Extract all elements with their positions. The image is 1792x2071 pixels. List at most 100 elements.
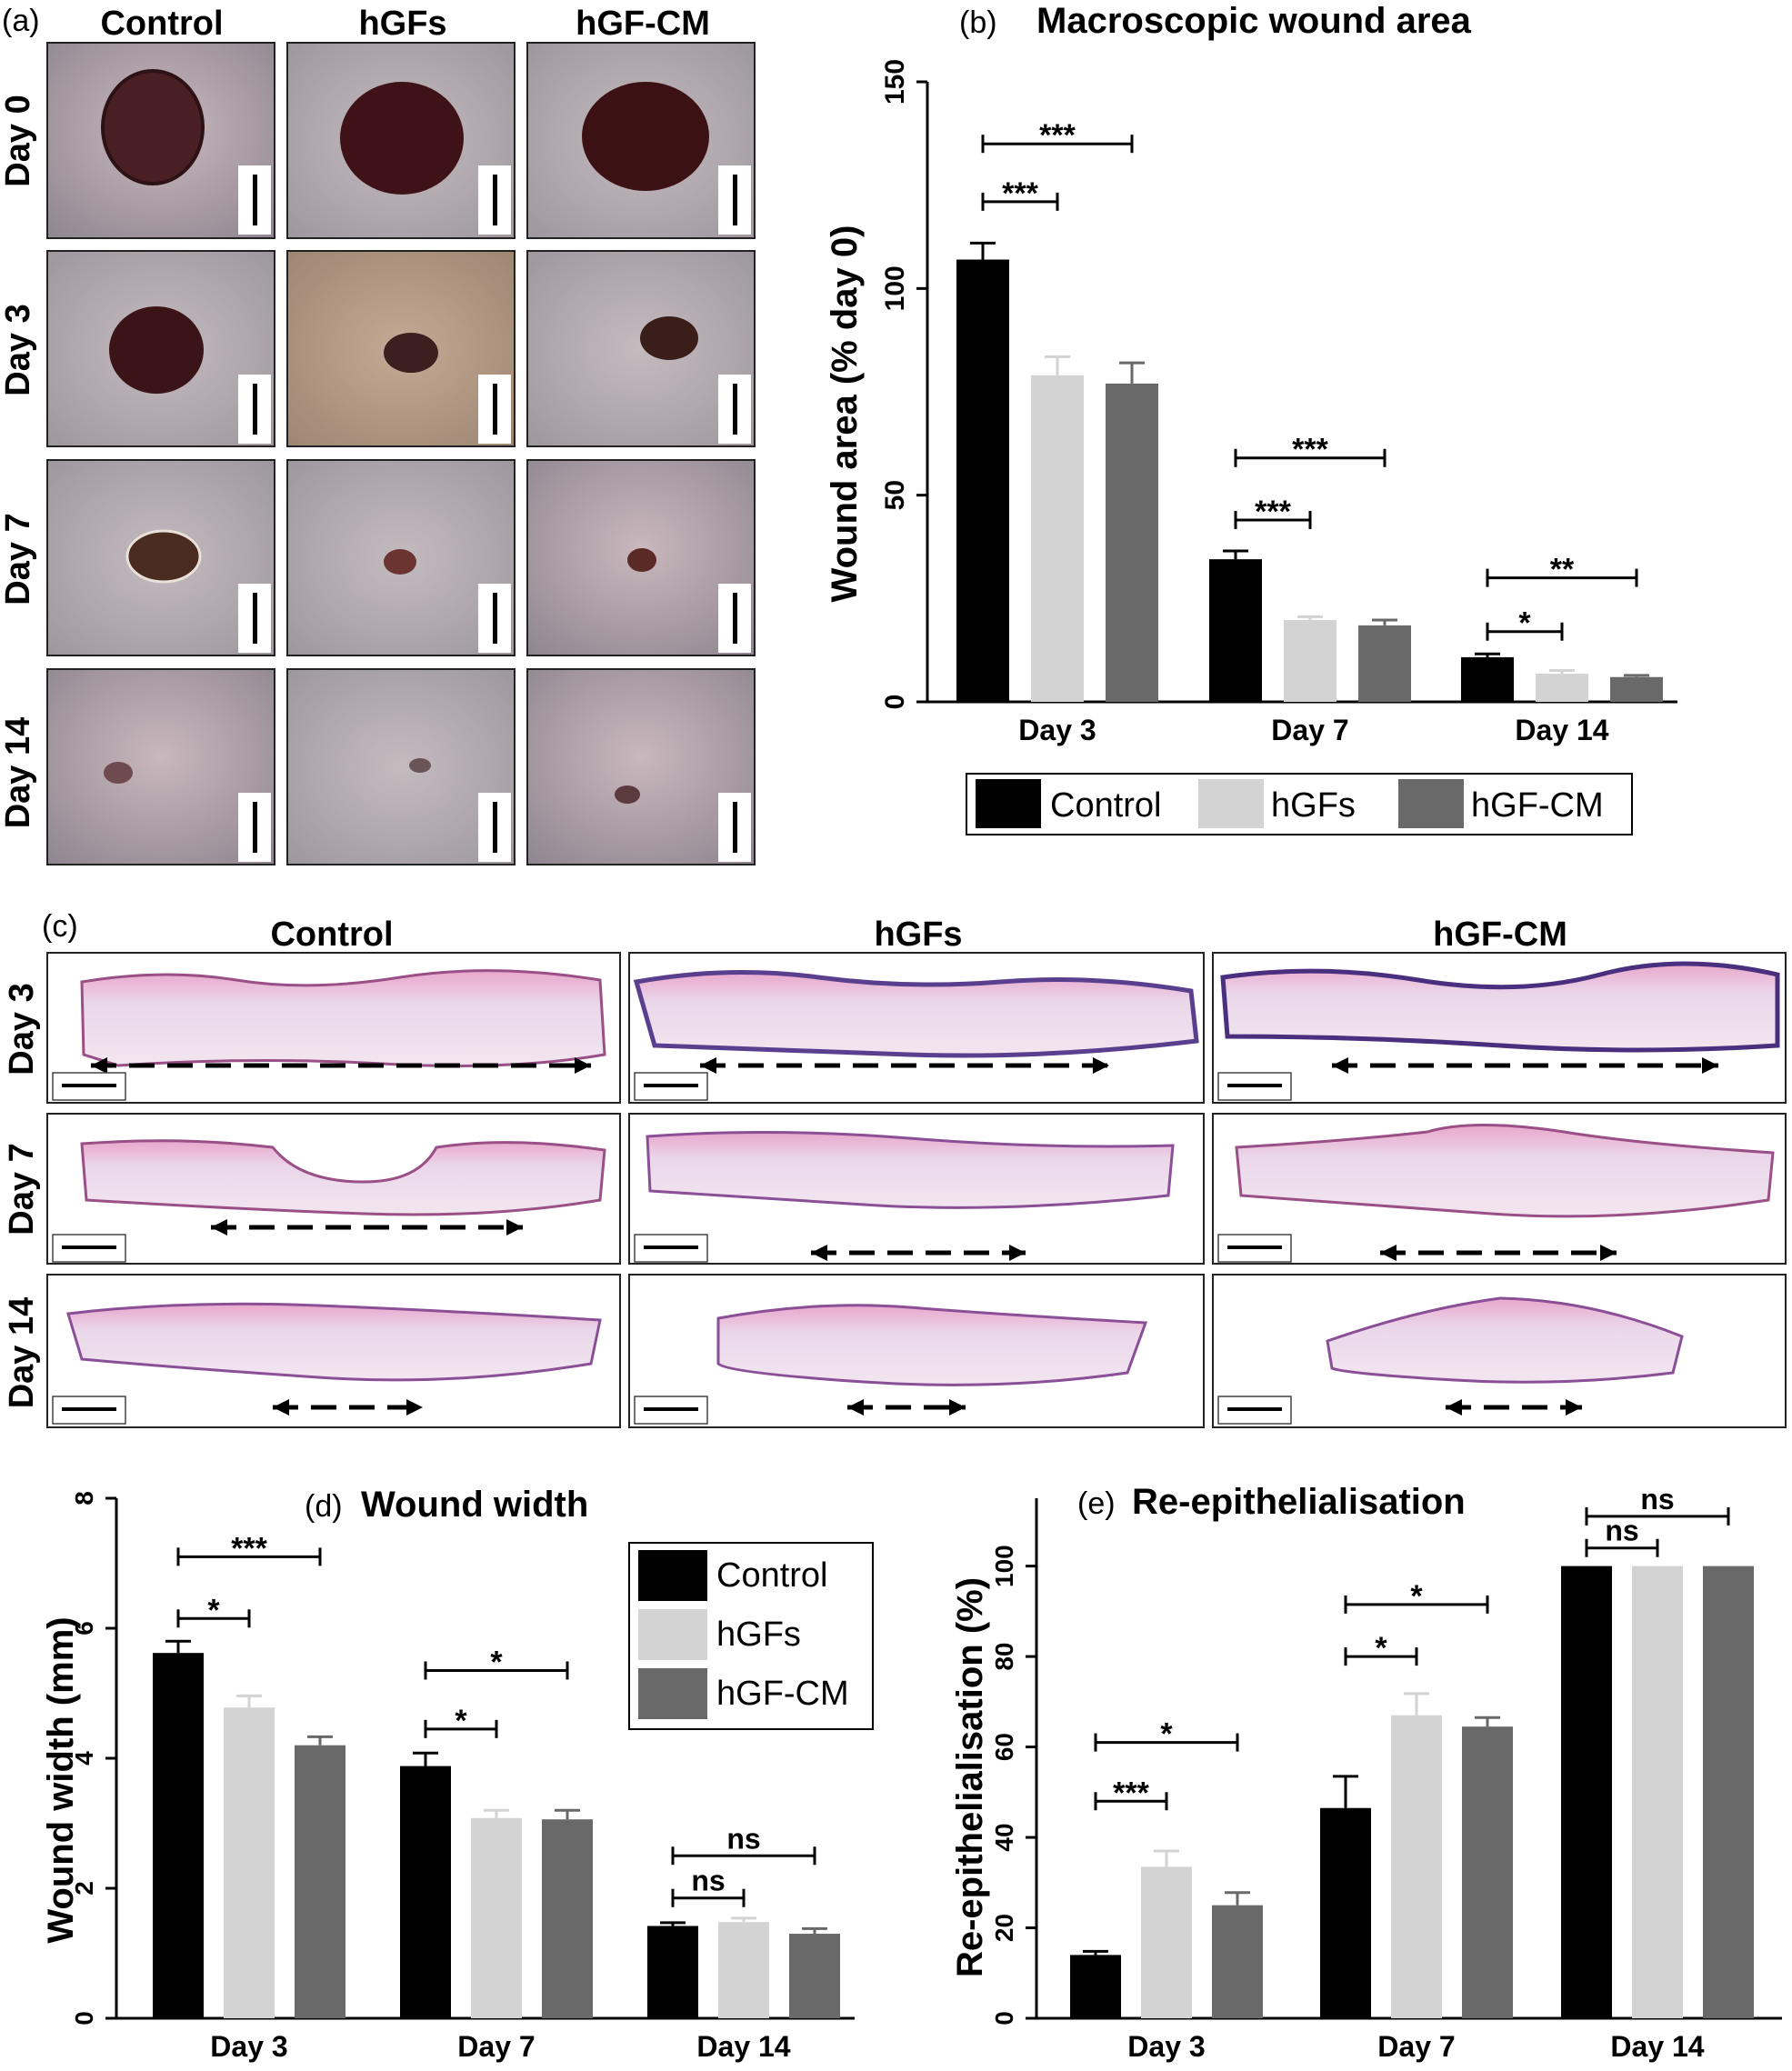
y-tick-label: 0 [70, 2011, 98, 2026]
y-tick-label: 4 [70, 1751, 98, 1766]
chart-b-ylabel: Wound area (% day 0) [825, 225, 865, 603]
bar-hgfs-day-14 [1632, 1566, 1683, 2018]
wound-photo [46, 668, 275, 865]
significance-label: * [207, 1593, 220, 1627]
y-tick-label: 80 [990, 1643, 1018, 1671]
y-tick-label: 6 [70, 1621, 98, 1636]
y-tick-label: 60 [990, 1733, 1018, 1761]
chart-d-legend: Control hGFs hGF-CM [628, 1542, 874, 1730]
chart-wound-width: (d) Wound width Wound width (mm) 0 2 4 6 8 Da… [41, 1485, 855, 2063]
bar-hgf-cm-day-7 [1358, 625, 1411, 702]
wound-photo [46, 42, 275, 239]
panel-c: (c) Control hGFs hGF-CM Day 3 Day 7 Day … [3, 909, 1787, 1428]
histology-section [628, 1274, 1205, 1428]
x-tick-label: Day 3 [1127, 2030, 1205, 2063]
bar-hgf-cm-day-3 [1212, 1905, 1263, 2018]
histology-section [628, 1113, 1205, 1265]
legend-swatch-hgfs [1198, 779, 1264, 828]
panel-e-label: (e) [1077, 1486, 1116, 1521]
significance-label: * [1518, 606, 1531, 641]
legend-swatch-hgfs [638, 1609, 707, 1660]
wound-photo [286, 42, 516, 239]
panel-c-col-hgfs: hGFs [874, 915, 962, 954]
panel-a-label: (a) [2, 4, 40, 38]
significance-label: * [455, 1704, 467, 1738]
legend-label-control: Control [1050, 786, 1162, 825]
histology-section [1212, 1113, 1787, 1265]
panel-c-row-day3: Day 3 [3, 983, 41, 1075]
y-tick-label: 100 [990, 1545, 1018, 1587]
significance-label: * [1160, 1717, 1173, 1752]
y-tick-label: 100 [880, 265, 910, 311]
legend-label-hgf-cm: hGF-CM [716, 1675, 849, 1713]
wound-photo [286, 250, 516, 447]
significance-label: ns [1640, 1483, 1674, 1516]
bar-control-day-7 [400, 1766, 451, 2018]
chart-d-title: Wound width [361, 1485, 588, 1525]
y-tick-label: 0 [880, 695, 910, 710]
legend-swatch-hgf-cm [1398, 779, 1464, 828]
significance-label: *** [1255, 495, 1291, 529]
wound-photo [46, 250, 275, 447]
histology-section [46, 1113, 621, 1265]
significance-label: *** [1002, 176, 1038, 211]
bar-hgfs-day-14 [1536, 674, 1588, 702]
significance-label: ns [1605, 1515, 1638, 1547]
wound-photo [526, 250, 756, 447]
legend-box [966, 773, 1633, 835]
legend-swatch-hgf-cm [638, 1668, 707, 1719]
bar-hgfs-day-7 [1391, 1715, 1442, 2018]
panel-a-row-day14: Day 14 [0, 717, 37, 829]
bar-control-day-14 [647, 1926, 698, 2018]
panel-a-col-hgfcm: hGF-CM [576, 5, 710, 43]
panel-a-col-control: Control [100, 5, 223, 43]
bar-hgf-cm-day-7 [542, 1819, 593, 2018]
histology-section [628, 952, 1205, 1104]
bar-control-day-3 [153, 1653, 204, 2018]
legend-label-hgfs: hGFs [716, 1616, 801, 1654]
wound-photo [46, 459, 275, 656]
histology-section [1212, 952, 1787, 1104]
wound-photo [286, 459, 516, 656]
histology-section [46, 1274, 621, 1428]
significance-label: ns [691, 1865, 725, 1897]
x-tick-label: Day 7 [1377, 2030, 1455, 2063]
bar-hgf-cm-day-3 [1106, 383, 1158, 702]
panel-a-row-day7: Day 7 [0, 513, 37, 605]
panel-a-row-day3: Day 3 [0, 304, 37, 395]
x-tick-label: Day 14 [1515, 714, 1608, 746]
histology-section [46, 952, 621, 1104]
bar-hgf-cm-day-7 [1462, 1726, 1513, 2018]
bar-control-day-7 [1209, 559, 1262, 702]
significance-label: * [1375, 1631, 1387, 1666]
bar-hgfs-day-3 [1031, 375, 1084, 702]
bar-hgf-cm-day-3 [295, 1745, 345, 2018]
panel-c-label: (c) [42, 909, 78, 944]
legend-swatch-control [976, 779, 1041, 828]
histology-section [1212, 1274, 1787, 1428]
x-tick-label: Day 14 [696, 2030, 790, 2063]
bar-control-day-14 [1561, 1566, 1612, 2018]
x-tick-label: Day 7 [457, 2030, 535, 2063]
bar-hgf-cm-day-14 [789, 1934, 840, 2018]
wound-photo [526, 42, 756, 239]
y-tick-label: 20 [990, 1914, 1018, 1942]
chart-d-ylabel: Wound width (mm) [41, 1616, 81, 1943]
panel-a: (a) Control hGFs hGF-CM Day 0 Day 3 Day … [0, 4, 756, 865]
panel-a-row-day0: Day 0 [0, 95, 37, 186]
significance-label: *** [231, 1531, 267, 1566]
panel-c-col-control: Control [270, 915, 393, 954]
chart-e-ylabel: Re-epithelialisation (%) [950, 1577, 990, 1977]
bar-control-day-7 [1320, 1807, 1371, 2018]
legend-label-hgfs: hGFs [1271, 786, 1356, 825]
bar-hgfs-day-7 [471, 1817, 522, 2018]
y-tick-label: 50 [880, 480, 910, 510]
chart-b-title: Macroscopic wound area [1036, 1, 1472, 41]
chart-b-legend: Control hGFs hGF-CM [966, 773, 1633, 835]
wound-photo [526, 668, 756, 865]
significance-label: * [1410, 1579, 1423, 1614]
panel-c-row-day14: Day 14 [3, 1297, 41, 1409]
wound-photo [526, 459, 756, 656]
panel-a-col-hgfs: hGFs [358, 5, 446, 43]
